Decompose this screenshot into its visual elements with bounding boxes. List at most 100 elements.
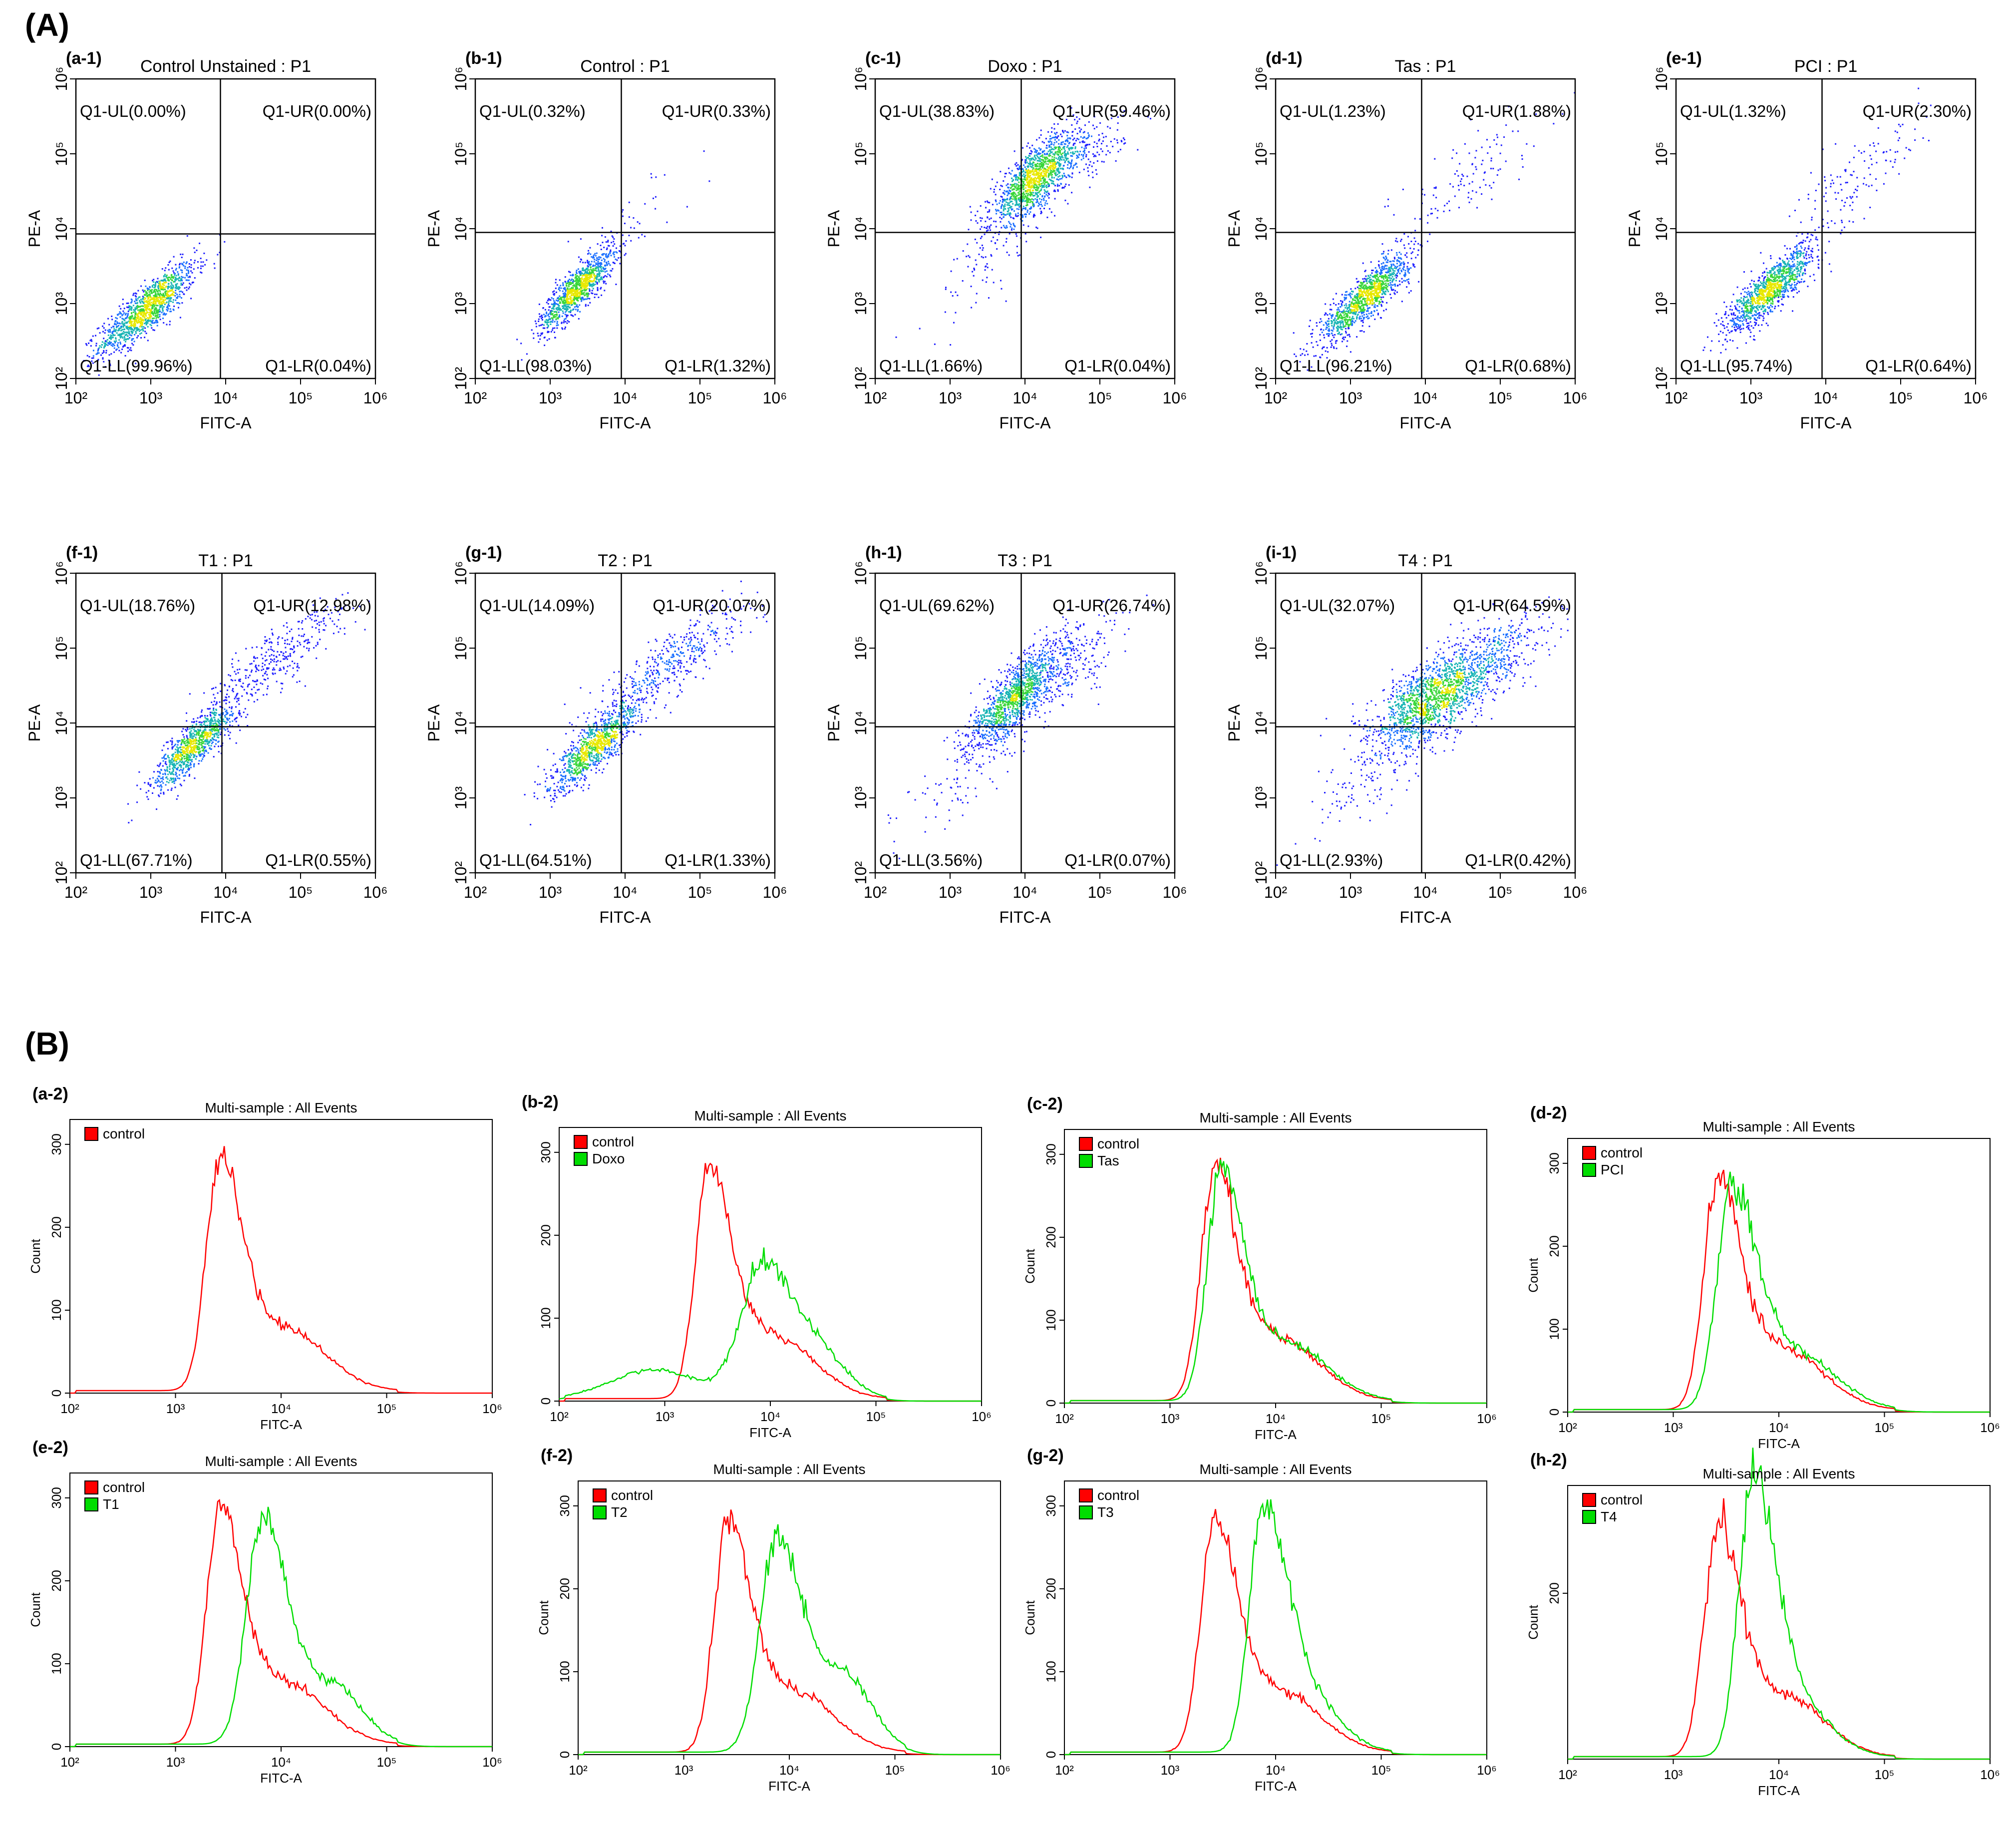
scatter-point: [1342, 311, 1344, 313]
scatter-point: [1080, 159, 1082, 161]
scatter-point: [1058, 185, 1060, 187]
scatter-point: [1363, 331, 1365, 333]
scatter-point: [1018, 175, 1020, 177]
scatter-point: [152, 301, 154, 303]
scatter-point: [1017, 212, 1019, 214]
scatter-point: [562, 312, 564, 314]
scatter-point: [1047, 176, 1049, 178]
scatter-point: [580, 284, 582, 286]
scatter-point: [1360, 309, 1362, 311]
scatter-point: [544, 309, 546, 311]
scatter-point: [579, 270, 581, 272]
scatter-point: [542, 327, 544, 329]
scatter-point: [569, 311, 571, 313]
scatter-point: [591, 290, 593, 292]
scatter-point: [1029, 179, 1031, 181]
scatter-point: [145, 291, 147, 293]
scatter-point: [1054, 173, 1056, 175]
scatter-point: [556, 314, 558, 315]
scatter-point: [1024, 178, 1026, 180]
scatter-point: [172, 270, 174, 272]
scatter-point: [571, 315, 573, 317]
scatter-point: [1382, 284, 1384, 286]
scatter-point: [170, 301, 172, 303]
scatter-point: [1036, 172, 1038, 174]
scatter-point: [106, 339, 108, 341]
scatter-point: [1028, 198, 1030, 200]
scatter-point: [1410, 290, 1412, 292]
scatter-point: [1343, 317, 1345, 319]
scatter-point: [1001, 227, 1003, 229]
scatter-point: [165, 313, 167, 315]
scatter-point: [582, 275, 584, 277]
scatter-point: [1044, 195, 1046, 197]
scatter-point: [957, 295, 959, 297]
scatter-point: [1080, 128, 1082, 130]
scatter-point: [114, 331, 116, 333]
scatter-point: [182, 253, 184, 255]
scatter-point: [1367, 307, 1369, 309]
scatter-point: [1307, 354, 1309, 356]
scatter-point: [1396, 254, 1398, 256]
scatter-point: [1366, 281, 1367, 283]
scatter-point: [608, 256, 610, 258]
scatter-point: [605, 241, 607, 243]
scatter-point: [1331, 321, 1333, 323]
scatter-point: [1324, 314, 1326, 316]
scatter-point: [1010, 198, 1012, 200]
scatter-point: [563, 288, 565, 290]
scatter-point: [120, 313, 122, 315]
scatter-point: [1350, 304, 1352, 306]
scatter-point: [1051, 174, 1053, 176]
scatter-point: [1349, 312, 1351, 314]
scatter-point: [1008, 209, 1009, 211]
scatter-point: [1072, 166, 1074, 168]
scatter-point: [140, 312, 142, 314]
scatter-point: [1350, 297, 1352, 299]
scatter-point: [118, 328, 120, 330]
scatter-point: [152, 320, 154, 322]
scatter-point: [1072, 139, 1074, 141]
scatter-point: [154, 289, 156, 291]
scatter-point: [546, 320, 548, 322]
scatter-point: [153, 299, 155, 301]
scatter-point: [132, 311, 134, 313]
scatter-point: [563, 296, 565, 298]
scatter-point: [1012, 191, 1014, 193]
scatter-point: [1331, 333, 1333, 335]
scatter-point: [1051, 160, 1053, 162]
scatter-point: [604, 290, 606, 292]
scatter-point: [160, 280, 162, 282]
scatter-point: [134, 322, 136, 324]
scatter-point: [142, 301, 144, 303]
scatter-point: [1042, 185, 1044, 187]
scatter-point: [155, 320, 157, 322]
scatter-point: [110, 353, 112, 355]
quadrant-ur-label: Q1-UR(59.46%): [1052, 102, 1171, 120]
scatter-point: [1029, 162, 1031, 164]
scatter-point: [588, 293, 590, 295]
scatter-point: [604, 261, 606, 263]
scatter-point: [577, 283, 579, 285]
scatter-point: [1058, 165, 1060, 167]
scatter-point: [550, 310, 552, 312]
scatter-point: [618, 257, 620, 259]
scatter-point: [1049, 155, 1051, 157]
scatter-point: [560, 302, 561, 304]
scatter-point: [170, 282, 172, 284]
scatter-point: [85, 343, 87, 345]
scatter-point: [1013, 225, 1015, 227]
scatter-point: [1408, 278, 1409, 280]
scatter-point: [1363, 292, 1365, 294]
scatter-point: [1010, 200, 1012, 202]
scatter-point: [155, 283, 157, 285]
scatter-point: [577, 310, 579, 312]
scatter-point: [175, 292, 177, 294]
scatter-point: [1031, 194, 1033, 195]
scatter-point: [609, 264, 611, 266]
scatter-point: [595, 270, 597, 272]
scatter-point: [141, 305, 143, 307]
scatter-point: [1054, 170, 1056, 172]
scatter-point: [125, 322, 127, 324]
scatter-point: [1068, 149, 1070, 151]
